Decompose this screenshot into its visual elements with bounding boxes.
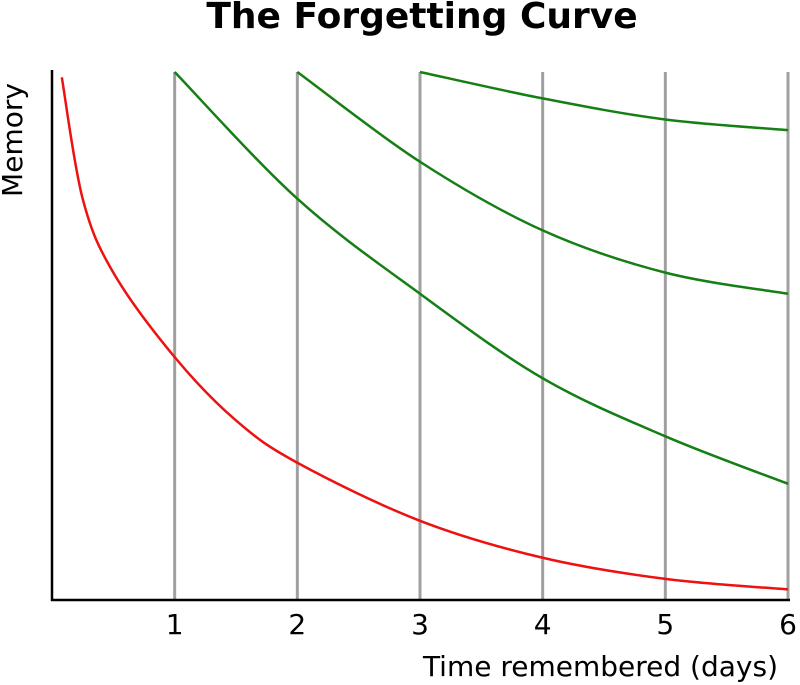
curve — [419, 70, 789, 132]
x-tick-label: 1 — [166, 608, 184, 641]
lines — [60, 70, 789, 591]
x-tick-label: 5 — [656, 608, 674, 641]
x-tick-label: 3 — [411, 608, 429, 641]
x-tick-label: 2 — [288, 608, 306, 641]
curve — [60, 77, 789, 591]
x-tick-label: 6 — [779, 608, 797, 641]
x-tick-label: 4 — [534, 608, 552, 641]
y-axis-label: Memory — [0, 83, 29, 197]
curve — [296, 70, 789, 295]
x-axis-label: Time remembered (days) — [422, 650, 778, 683]
grid — [173, 72, 790, 600]
curve — [173, 71, 789, 486]
chart-title: The Forgetting Curve — [206, 0, 637, 37]
